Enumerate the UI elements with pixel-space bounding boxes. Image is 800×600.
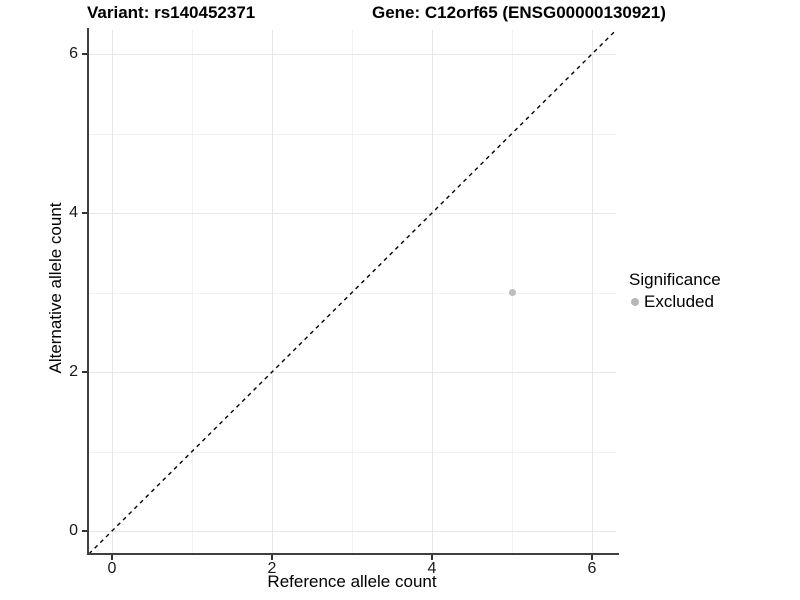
y-tick-label: 6 xyxy=(69,45,78,62)
y-tick-label: 0 xyxy=(69,522,78,539)
legend-item-label: Excluded xyxy=(644,292,714,311)
y-tick-label: 4 xyxy=(69,204,78,221)
y-gridline-major xyxy=(89,372,616,373)
plot-panel xyxy=(89,30,616,553)
x-gridline-major xyxy=(112,30,113,553)
x-tick-label: 0 xyxy=(107,560,117,577)
plot-title-gene: Gene: C12orf65 (ENSG00000130921) xyxy=(372,3,666,22)
x-axis-line xyxy=(87,553,619,555)
x-gridline-major xyxy=(272,30,273,553)
y-tick-mark xyxy=(82,371,87,373)
y-tick-mark xyxy=(82,530,87,532)
x-tick-label: 4 xyxy=(427,560,437,577)
x-gridline-major xyxy=(592,30,593,553)
y-gridline-minor xyxy=(89,133,616,135)
x-gridline-major xyxy=(432,30,433,553)
legend-point-icon xyxy=(631,298,639,306)
plot-title-variant: Variant: rs140452371 xyxy=(87,3,256,22)
y-tick-mark xyxy=(82,212,87,214)
x-tick-mark xyxy=(111,555,113,560)
y-gridline-minor xyxy=(89,451,616,453)
x-tick-mark xyxy=(271,555,273,560)
y-axis-title: Alternative allele count xyxy=(46,202,65,374)
data-point-excluded xyxy=(508,289,516,296)
legend-title: Significance xyxy=(629,270,721,289)
y-gridline-major xyxy=(89,531,616,532)
y-axis-line xyxy=(87,28,89,555)
identity-dashed-line xyxy=(89,30,616,553)
legend: Significance Excluded xyxy=(629,270,721,312)
legend-item-excluded: Excluded xyxy=(631,292,721,312)
x-axis-title: Reference allele count xyxy=(267,572,437,591)
x-tick-label: 2 xyxy=(267,560,277,577)
x-tick-mark xyxy=(431,555,433,560)
y-gridline-major xyxy=(89,54,616,55)
x-gridline-minor xyxy=(192,30,193,553)
y-tick-mark xyxy=(82,53,87,55)
y-gridline-minor xyxy=(89,292,616,294)
x-tick-label: 6 xyxy=(587,560,597,577)
x-tick-mark xyxy=(591,555,593,560)
y-tick-label: 2 xyxy=(69,363,78,380)
y-gridline-major xyxy=(89,213,616,214)
